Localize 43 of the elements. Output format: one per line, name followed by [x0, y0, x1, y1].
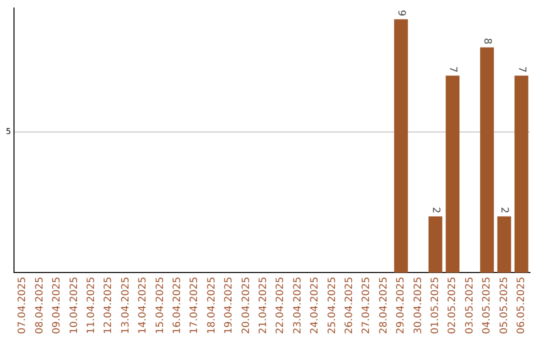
bar [497, 216, 512, 273]
data-label: 7 [447, 66, 458, 73]
x-tick-label: 25.04.2025 [326, 276, 338, 334]
x-tick-label: 15.04.2025 [154, 276, 166, 334]
data-label: 7 [516, 66, 527, 73]
x-tick-label: 10.04.2025 [68, 276, 80, 334]
x-tick-label: 21.04.2025 [258, 276, 269, 334]
x-tick-label: 08.04.2025 [34, 276, 46, 334]
x-tick-label: 06.05.2025 [516, 276, 527, 334]
x-tick-label: 16.04.2025 [172, 276, 183, 334]
x-tick-label: 28.04.2025 [378, 276, 390, 334]
x-tick-label: 13.04.2025 [120, 276, 132, 334]
data-label: 9 [395, 10, 406, 16]
x-tick-label: 22.04.2025 [275, 276, 286, 334]
x-tick-label: 23.04.2025 [292, 276, 304, 334]
x-tick-label: 01.05.2025 [430, 276, 441, 334]
x-tick-label: 04.05.2025 [482, 276, 493, 334]
data-label: 2 [498, 207, 510, 214]
x-tick-label: 30.04.2025 [412, 276, 424, 334]
x-tick-label: 07.04.2025 [17, 276, 28, 334]
data-label: 8 [481, 38, 492, 44]
bar [480, 47, 494, 273]
bar [428, 216, 442, 273]
x-tick-label: 03.05.2025 [464, 276, 476, 334]
x-tick-label: 24.04.2025 [310, 276, 321, 334]
x-tick-label: 29.04.2025 [396, 276, 407, 334]
x-tick-label: 11.04.2025 [86, 276, 97, 334]
x-tick-label: 14.04.2025 [138, 276, 149, 334]
bar [394, 19, 408, 273]
x-tick-label: 18.04.2025 [206, 276, 218, 334]
bar [446, 76, 460, 273]
x-tick-label: 27.04.2025 [361, 276, 372, 334]
data-label: 2 [430, 207, 441, 214]
x-tick-label: 26.04.2025 [344, 276, 355, 334]
x-tick-label: 02.05.2025 [447, 276, 458, 334]
x-tick-label: 17.04.2025 [189, 276, 200, 334]
x-tick-label: 09.04.2025 [52, 276, 63, 334]
x-tick-label: 20.04.2025 [240, 276, 252, 334]
x-tick-label: 05.05.2025 [498, 276, 510, 334]
x-tick-label: 19.04.2025 [224, 276, 235, 334]
x-tick-label: 12.04.2025 [103, 276, 114, 334]
bar [514, 76, 528, 273]
y-tick-label: 5 [6, 127, 11, 136]
